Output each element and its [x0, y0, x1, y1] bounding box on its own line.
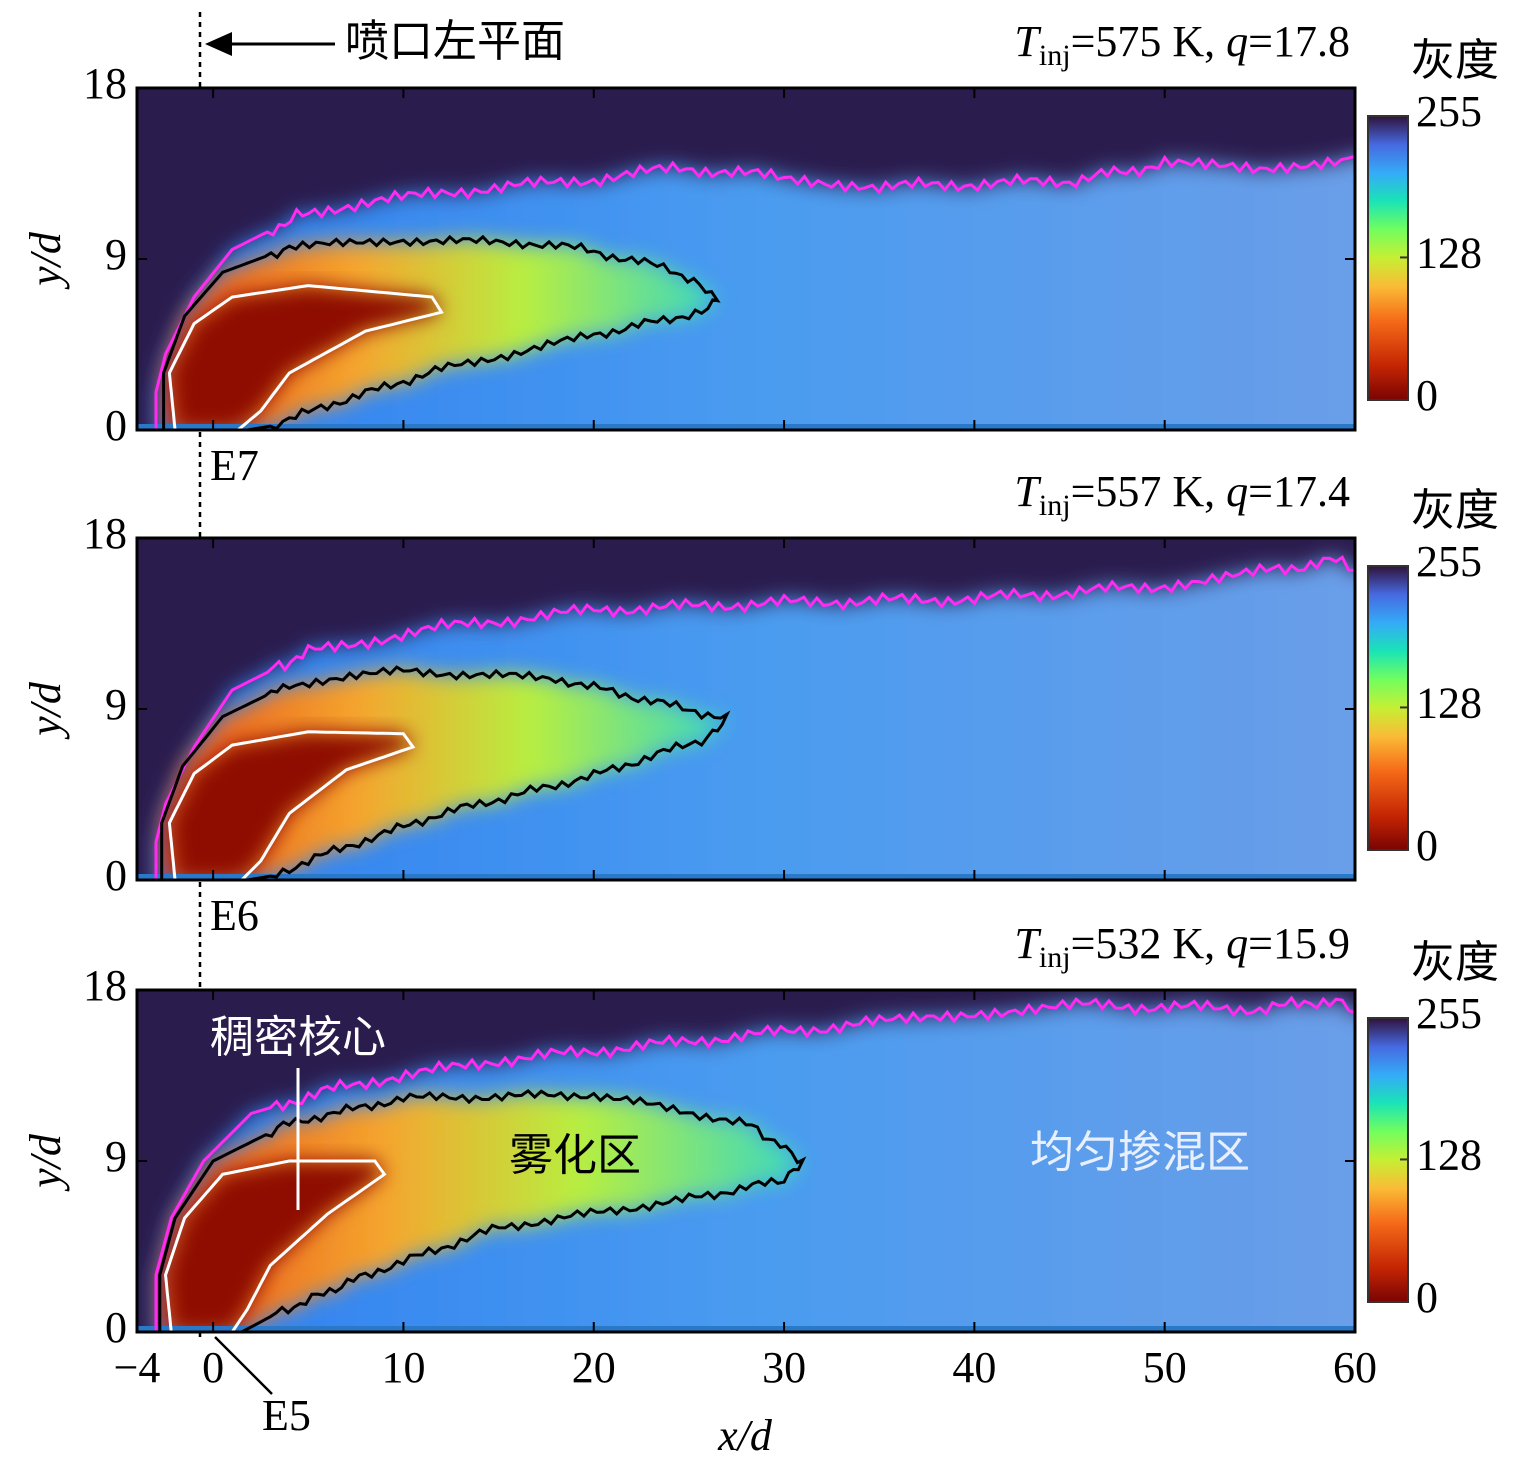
y-axis-label: y/d: [21, 681, 70, 740]
title-part: q: [1226, 17, 1248, 66]
colorbar-tick-label: 0: [1416, 371, 1438, 420]
black-contour: [158, 1088, 807, 1332]
panel-title: Tinj=575 K, q=17.8: [1014, 17, 1350, 72]
title-part: T: [1014, 919, 1042, 968]
core-region: [165, 1161, 385, 1332]
panel-title: Tinj=532 K, q=15.9: [1014, 919, 1350, 974]
black-contour: [162, 234, 721, 430]
colorbar-tick-label: 0: [1416, 1273, 1438, 1322]
atomization-region: [161, 667, 727, 880]
heatmap: [137, 990, 1355, 1332]
colorbar-tick-label: 255: [1416, 989, 1482, 1038]
title-part: inj: [1039, 489, 1071, 522]
colorbar-tick-label: 128: [1416, 229, 1482, 278]
white-contour: [167, 730, 416, 880]
colorbar-tick-label: 128: [1416, 679, 1482, 728]
leader-line: [214, 1336, 273, 1395]
title-part: =557 K,: [1071, 467, 1227, 516]
title-part: q: [1226, 919, 1248, 968]
magenta-contour: [154, 995, 1355, 1332]
white-contour: [167, 284, 444, 430]
colorbar-tick-label: 255: [1416, 537, 1482, 586]
x-axis-label: x/d: [717, 1411, 773, 1460]
x-tick-label: 0: [202, 1343, 224, 1392]
heatmap: [137, 88, 1355, 430]
magenta-contour: [154, 154, 1355, 430]
x-tick-label: 10: [381, 1343, 425, 1392]
y-tick-label: 0: [105, 1303, 127, 1352]
title-part: =575 K,: [1071, 17, 1227, 66]
title-part: T: [1014, 467, 1042, 516]
x-tick-label: −4: [114, 1343, 161, 1392]
heatmap: [137, 538, 1355, 880]
y-tick-label: 18: [83, 509, 127, 558]
arrow-head: [205, 32, 232, 56]
x-tick-label: 30: [762, 1343, 806, 1392]
wall: [137, 1326, 1355, 1332]
title-part: q: [1226, 467, 1248, 516]
black-contour: [160, 665, 731, 880]
x-tick-label: 60: [1333, 1343, 1377, 1392]
title-part: =17.8: [1248, 17, 1350, 66]
title-part: T: [1014, 17, 1042, 66]
atomization-label: 雾化区: [509, 1130, 641, 1181]
x-tick-label: 50: [1143, 1343, 1187, 1392]
dense-core-label: 稠密核心: [210, 1012, 386, 1063]
colorbar-tick-label: 128: [1416, 1131, 1482, 1180]
point-label: E5: [262, 1391, 311, 1440]
core-region: [169, 285, 442, 430]
point-label: E6: [210, 891, 259, 940]
wall: [137, 424, 1355, 430]
colorbar-label: 灰度: [1411, 35, 1499, 86]
title-part: =15.9: [1248, 919, 1350, 968]
magenta-contour: [154, 555, 1355, 880]
y-tick-label: 18: [83, 59, 127, 108]
core-region: [169, 731, 413, 880]
atomization-region: [159, 1090, 804, 1332]
x-tick-label: 40: [952, 1343, 996, 1392]
y-tick-label: 0: [105, 401, 127, 450]
colorbar-label: 灰度: [1411, 937, 1499, 988]
title-part: =532 K,: [1071, 919, 1227, 968]
y-tick-label: 9: [105, 230, 127, 279]
title-part: =17.4: [1248, 467, 1350, 516]
title-part: inj: [1039, 39, 1071, 72]
colorbar-tick-label: 255: [1416, 87, 1482, 136]
y-tick-label: 0: [105, 851, 127, 900]
colorbar-label: 灰度: [1411, 485, 1499, 536]
y-axis-label: y/d: [21, 1133, 70, 1192]
white-contour: [163, 1159, 387, 1332]
y-axis-label: y/d: [21, 231, 70, 290]
x-tick-label: 20: [572, 1343, 616, 1392]
mixing-label: 均匀掺混区: [1030, 1127, 1250, 1178]
colorbar-tick-label: 0: [1416, 821, 1438, 870]
y-tick-label: 9: [105, 1132, 127, 1181]
panel-title: Tinj=557 K, q=17.4: [1014, 467, 1350, 522]
point-label: E7: [210, 441, 259, 490]
nozzle-plane-label: 喷口左平面: [345, 16, 565, 67]
y-tick-label: 9: [105, 680, 127, 729]
title-part: inj: [1039, 941, 1071, 974]
y-tick-label: 18: [83, 961, 127, 1010]
wall: [137, 874, 1355, 880]
